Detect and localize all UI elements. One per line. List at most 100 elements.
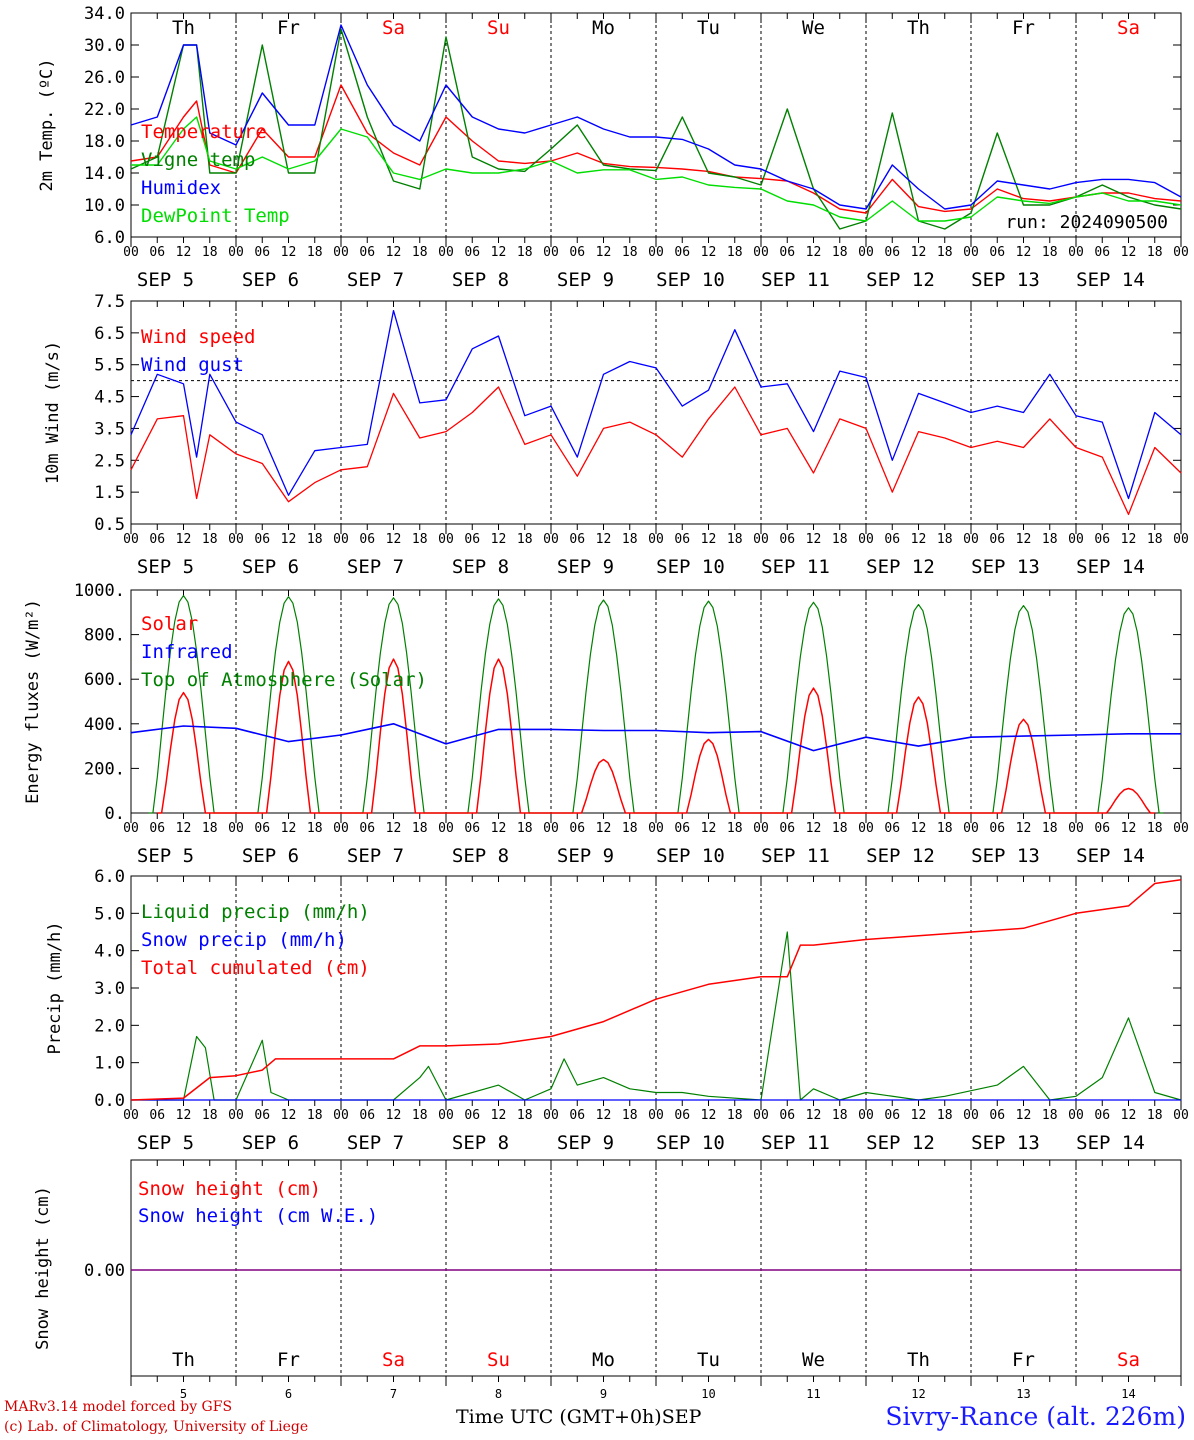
x-hour-label: 06 [149,821,165,836]
x-hour-label: 18 [412,1108,428,1123]
x-hour-label: 00 [648,821,664,836]
y-tick-label: 4.0 [94,942,125,962]
date-label: SEP 13 [971,269,1040,291]
x-hour-label: 18 [517,532,533,547]
x-hour-label: 18 [1042,1108,1058,1123]
x-hour-label: 00 [228,821,244,836]
x-hour-label: 06 [1094,1108,1110,1123]
x-hour-label: 12 [911,821,927,836]
lab-credit: (c) Lab. of Climatology, University of L… [4,1419,309,1435]
date-label: SEP 8 [452,269,509,291]
series-line [130,28,1182,230]
date-label: SEP 5 [137,556,194,578]
day-number: 5 [180,1387,187,1401]
time-axis-label: Time UTC (GMT+0h) [456,1406,662,1428]
x-hour-label: 00 [438,821,454,836]
y-tick-label: 1.5 [94,483,125,503]
x-hour-label: 18 [622,821,638,836]
date-label: SEP 9 [557,1132,614,1154]
x-hour-label: 12 [596,245,612,260]
x-hour-label: 00 [543,245,559,260]
weekday-label: Th [172,17,195,39]
date-label: SEP 10 [656,269,725,291]
x-hour-label: 06 [359,1108,375,1123]
x-hour-label: 06 [779,532,795,547]
legend-entry: Wind speed [141,326,255,348]
y-tick-label: 30.0 [84,36,125,56]
x-hour-label: 12 [596,532,612,547]
weekday-label: Th [907,17,930,39]
x-hour-label: 00 [753,1108,769,1123]
x-hour-label: 18 [832,821,848,836]
date-label: SEP 5 [137,845,194,867]
x-hour-label: 06 [569,245,585,260]
x-hour-label: 18 [727,1108,743,1123]
x-hour-label: 18 [937,821,953,836]
x-hour-label: 12 [176,532,192,547]
legend-entry: Vigne temp [141,149,255,171]
weekday-label: Th [172,1349,195,1371]
x-hour-label: 12 [806,245,822,260]
x-hour-label: 06 [779,821,795,836]
x-hour-label: 06 [989,1108,1005,1123]
x-hour-label: 12 [1016,821,1032,836]
y-tick-label: 2.5 [94,451,125,471]
x-hour-label: 06 [989,821,1005,836]
date-label: SEP 9 [557,269,614,291]
legend-entry: Top of Atmosphere (Solar) [141,669,427,691]
y-tick-label: 2.0 [94,1016,125,1036]
x-hour-label: 12 [806,821,822,836]
series-line [157,658,1155,814]
x-hour-label: 00 [1173,245,1189,260]
legend-entry: Snow height (cm W.E.) [138,1205,378,1227]
date-label: SEP 10 [656,556,725,578]
date-label: SEP 8 [452,845,509,867]
x-hour-label: 06 [569,821,585,836]
x-hour-label: 12 [491,245,507,260]
weekday-label: Sa [382,17,405,39]
x-hour-label: 18 [727,532,743,547]
date-label: SEP 7 [347,845,404,867]
y-tick-label: 5.5 [94,356,125,376]
weekday-label: Mo [592,17,615,39]
x-hour-label: 00 [858,245,874,260]
x-hour-label: 12 [1121,245,1137,260]
x-hour-label: 18 [1147,532,1163,547]
x-hour-label: 06 [884,1108,900,1123]
day-number: 14 [1121,1387,1135,1401]
legend-entry: DewPoint Temp [141,205,290,227]
x-hour-label: 00 [963,245,979,260]
x-hour-label: 00 [543,821,559,836]
x-hour-label: 06 [569,532,585,547]
date-label: SEP 13 [971,556,1040,578]
weekday-label: We [802,17,825,39]
y-tick-label: 34.0 [84,4,125,24]
x-hour-label: 06 [464,532,480,547]
x-hour-label: 00 [333,1108,349,1123]
x-hour-label: 18 [517,245,533,260]
x-hour-label: 00 [858,532,874,547]
legend-entry: Snow precip (mm/h) [141,929,347,951]
y-tick-label: 3.0 [94,979,125,999]
x-hour-label: 18 [1147,245,1163,260]
date-label: SEP 12 [866,845,935,867]
x-hour-label: 12 [386,821,402,836]
x-hour-label: 00 [543,1108,559,1123]
date-label: SEP 8 [452,1132,509,1154]
x-hour-label: 06 [359,532,375,547]
x-hour-label: 00 [963,532,979,547]
x-hour-label: 18 [622,532,638,547]
date-label: SEP 12 [866,1132,935,1154]
weekday-label: Tu [697,17,720,39]
date-label: SEP 14 [1076,845,1145,867]
x-hour-label: 06 [779,245,795,260]
x-hour-label: 06 [464,1108,480,1123]
x-hour-label: 06 [359,245,375,260]
series-line [130,722,1181,752]
x-hour-label: 18 [622,1108,638,1123]
weekday-label: We [802,1349,825,1371]
x-hour-label: 06 [149,1108,165,1123]
month-label: SEP [661,1406,702,1428]
date-label: SEP 9 [557,556,614,578]
y-tick-label: 6.0 [94,228,125,248]
